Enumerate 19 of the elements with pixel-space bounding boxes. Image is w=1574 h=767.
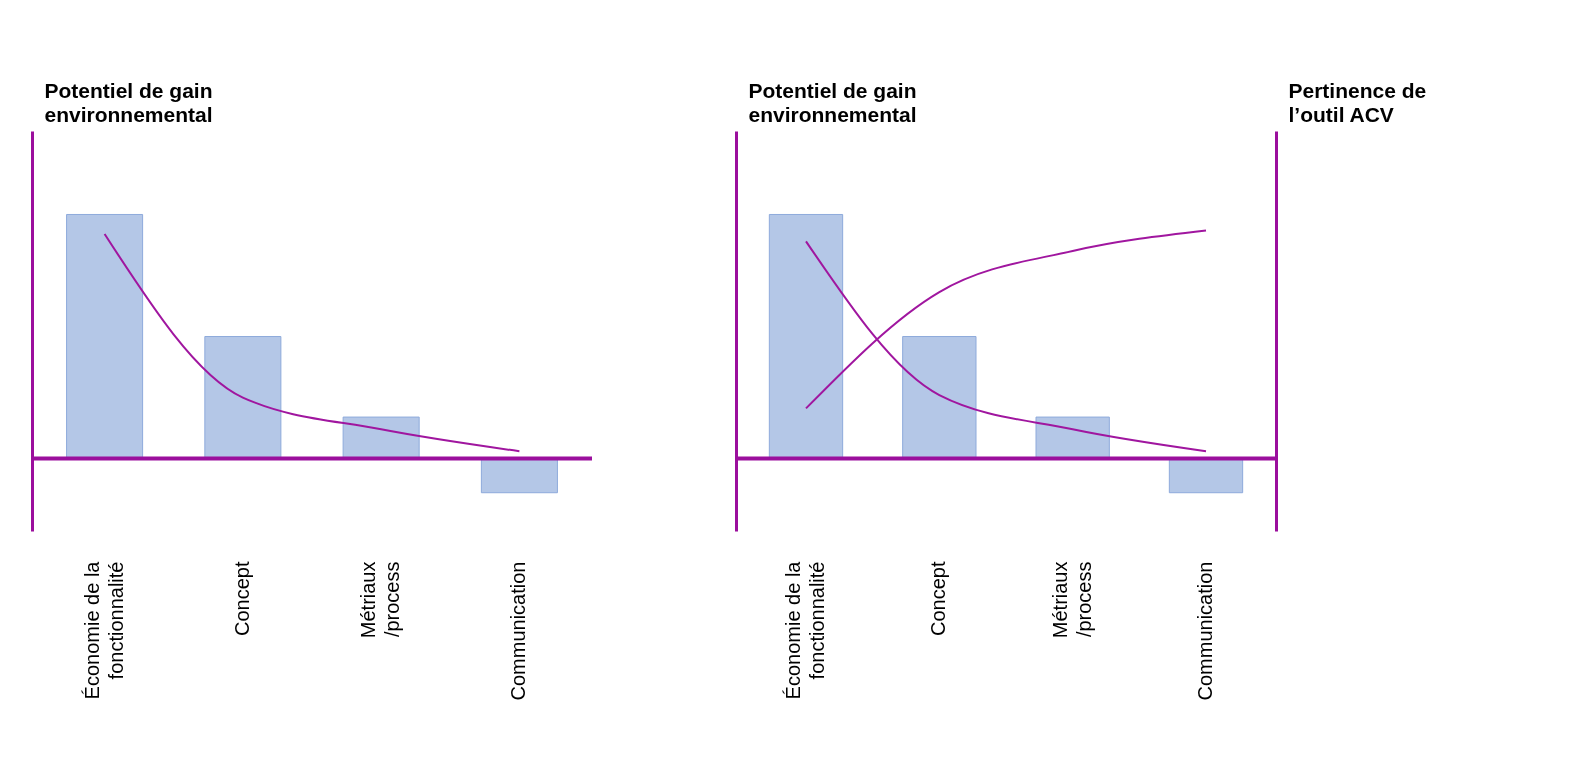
x-tick-label: Économie de la fonctionnalité	[782, 560, 828, 700]
y-axis-title: Potentiel de gain environnemental	[44, 78, 213, 126]
x-tick-label: Concept	[927, 561, 950, 636]
y2-axis-title: Pertinence de l’outil ACV	[1288, 78, 1427, 126]
x-tick-label: Communication	[1194, 561, 1216, 701]
bar	[204, 336, 282, 460]
x-tick-label: Concept	[230, 561, 253, 636]
bar	[1168, 458, 1244, 494]
bar	[1035, 416, 1110, 460]
bar	[480, 458, 558, 494]
x-tick-label: Communication	[507, 561, 530, 701]
bar	[66, 213, 144, 460]
x-tick-label: Métriaux /process	[1048, 561, 1095, 639]
bar	[768, 213, 844, 460]
y-axis-title: Potentiel de gain environnemental	[748, 78, 917, 126]
bar	[902, 336, 977, 460]
x-tick-label: Économie de la fonctionnalité	[80, 560, 127, 700]
bar	[342, 416, 420, 460]
x-tick-label: Métriaux /process	[357, 561, 404, 639]
